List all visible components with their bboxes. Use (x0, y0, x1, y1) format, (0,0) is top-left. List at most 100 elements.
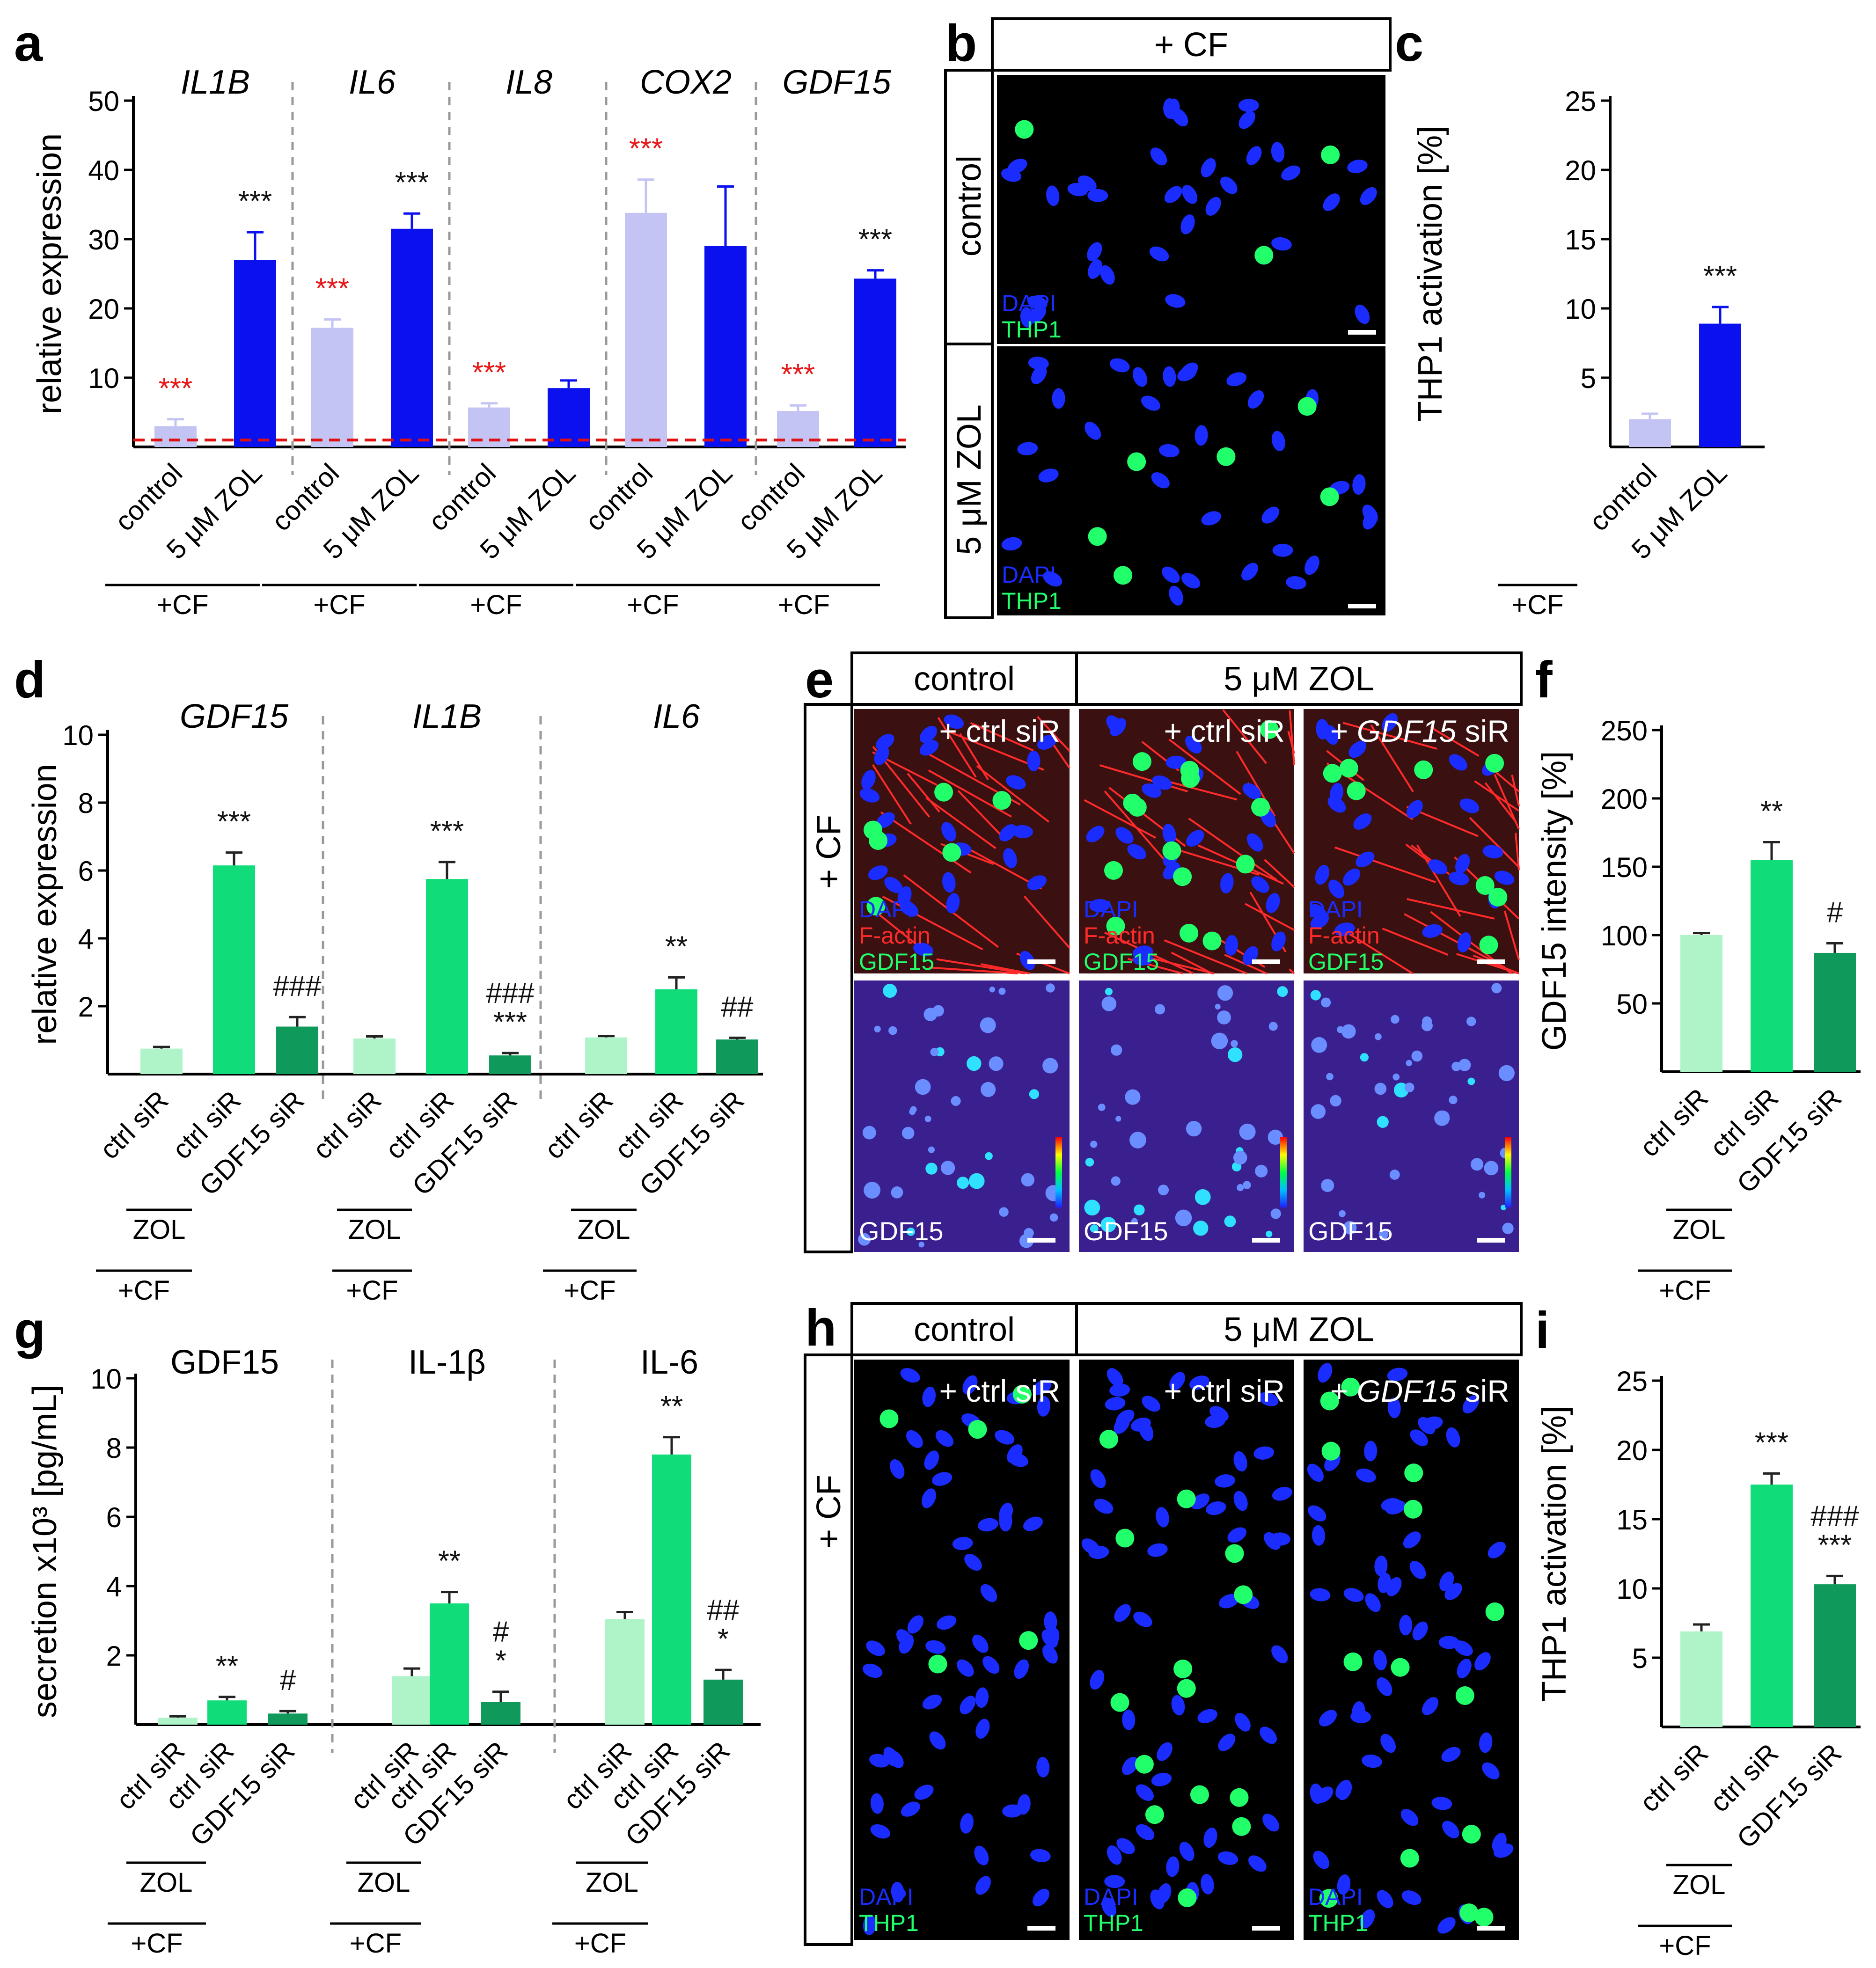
panel-e-actin-fiber (1037, 716, 1070, 752)
panel-d-group-title: IL1B (412, 698, 482, 735)
panel-e-intensity-spot (1391, 1015, 1400, 1024)
panel-a-bar (154, 426, 197, 447)
panel-e-intensity-spot (1155, 1004, 1165, 1015)
panel-e-actin-fiber (959, 733, 989, 781)
panel-e-intensity-spot (1100, 1217, 1116, 1233)
panel-b-control-nucleus (1150, 147, 1167, 166)
panel-g-group-bracket-label: ZOL (358, 1867, 410, 1898)
panel-h-image (854, 1360, 1070, 1940)
panel-h-thp1-cell (1391, 1658, 1410, 1677)
panel-b-zol-nucleus (1352, 474, 1366, 495)
panel-e-intensity-spot (1217, 1010, 1231, 1024)
panel-d-bar (716, 1039, 758, 1074)
panel-h-nucleus (1136, 1824, 1155, 1840)
panel-h-nucleus (1042, 1645, 1058, 1664)
panel-h-nucleus (935, 1430, 954, 1447)
panel-h-nucleus (1380, 1734, 1396, 1753)
panel-b-control-nucleus (1029, 305, 1047, 323)
panel-e-intensity-spot (1046, 983, 1055, 993)
panel-e-actin-fiber (1494, 774, 1520, 830)
panel-g-bar (481, 1702, 520, 1725)
panel-h-nucleus (863, 1914, 876, 1935)
panel-a-bar (311, 328, 353, 447)
panel-i-bar (1814, 1584, 1856, 1727)
panel-g-y-tick-label: 4 (106, 1571, 122, 1602)
panel-h-nucleus (1457, 1659, 1472, 1678)
panel-h-thp1-cell (1110, 1693, 1129, 1712)
panel-h-nucleus (870, 1793, 884, 1814)
panel-h-nucleus (1272, 1486, 1292, 1501)
panel-b-zol-nucleus (1158, 444, 1180, 458)
panel-e-header-box-zol (1075, 651, 1523, 706)
panel-e-intensity-spot (1502, 1222, 1514, 1234)
panel-e-composite-nucleus (1324, 725, 1339, 745)
panel-d-significance: ### (273, 970, 322, 1002)
panel-e-intensity-spot (1255, 1164, 1268, 1178)
panel-h-nucleus (1318, 1363, 1333, 1383)
panel-e-intensity-spot (1266, 1230, 1273, 1237)
panel-e-composite-legend: F-actin (859, 922, 931, 949)
panel-b-zol-nucleus (1247, 390, 1264, 409)
panel-f-bar (1680, 935, 1722, 1072)
panel-h-nucleus (972, 1634, 989, 1653)
panel-h-nucleus (982, 1656, 1000, 1674)
panel-g-bar (268, 1713, 308, 1725)
panel-b-control-nucleus (1164, 186, 1182, 203)
panel-h-thp1-cell (1404, 1463, 1423, 1483)
panel-h-nucleus (957, 1659, 974, 1677)
panel-b-control-nucleus (1180, 214, 1195, 234)
panel-h-nucleus (1335, 1780, 1351, 1799)
panel-h-thp1-cell (1178, 1888, 1197, 1907)
panel-e-intensity-spot (1186, 1120, 1202, 1137)
panel-e-actin-fiber (1289, 710, 1295, 765)
panel-a-bar (777, 411, 819, 447)
panel-e-intensity-spot (858, 1233, 871, 1246)
panel-h-nucleus (1260, 1727, 1277, 1744)
panel-b-zol-nucleus (1043, 571, 1063, 587)
panel-e-intensity-spot (1311, 1104, 1326, 1119)
panel-e-composite-thp1-cell (1202, 931, 1222, 951)
panel-a-x-label: control (579, 458, 659, 537)
panel-e-intensity-spot (1458, 1059, 1471, 1071)
panel-e-composite-thp1-cell (1347, 781, 1366, 800)
panel-e-composite-nucleus (876, 812, 895, 828)
panel-b-control-nucleus (1100, 265, 1115, 285)
panel-h-nucleus (1023, 1516, 1043, 1531)
panel-h-condition-label: + ctrl siR (939, 1374, 1060, 1408)
panel-h-nucleus (937, 1615, 957, 1630)
panel-e-header: 5 μM ZOL (1224, 660, 1374, 698)
panel-e-composite-thp1-cell (866, 897, 886, 916)
panel-e-composite-thp1-cell (1475, 876, 1495, 895)
panel-g-group-title: GDF15 (170, 1344, 279, 1381)
panel-e-intensity-spot (1374, 1033, 1382, 1040)
panel-e-intensity-spot (1311, 1037, 1327, 1053)
panel-b-control-nucleus (1238, 111, 1255, 129)
panel-h-nucleus (924, 1450, 939, 1470)
panel-e-intensity-spot (1194, 1189, 1211, 1205)
panel-b-zol-nucleus (1226, 372, 1247, 387)
panel-i-group-bracket-label: ZOL (1673, 1870, 1726, 1900)
panel-h-legend: THP1 (1084, 1910, 1143, 1936)
panel-b-zol-thp1-cell (1114, 566, 1133, 585)
panel-d-group-title: GDF15 (180, 698, 289, 735)
panel-h-nucleus (960, 1696, 976, 1715)
panel-h-nucleus (1104, 1875, 1125, 1888)
panel-e-intensity-spot (1239, 1123, 1256, 1140)
panel-b-control-nucleus (1149, 246, 1169, 262)
panel-e-composite-nucleus (1115, 827, 1134, 844)
panel-h-nucleus (906, 1430, 923, 1448)
panel-e-intensity-spot (915, 1079, 931, 1095)
panel-h-nucleus (1114, 1604, 1131, 1622)
panel-h-nucleus (1307, 1463, 1324, 1482)
panel-e-composite-nucleus (859, 788, 880, 803)
panel-e-composite-nucleus (1185, 735, 1202, 754)
panel-a-significance: *** (858, 224, 892, 256)
panel-b-control-legend: THP1 (1002, 316, 1062, 343)
panel-e-0-color-scale (1055, 1137, 1062, 1207)
panel-e-side-label: + CF (810, 815, 848, 889)
panel-h-nucleus (999, 1511, 1012, 1532)
panel-d-group-bracket-label: ZOL (578, 1214, 630, 1245)
panel-b-zol-nucleus (1201, 511, 1222, 526)
panel-h-nucleus (1171, 1695, 1185, 1716)
